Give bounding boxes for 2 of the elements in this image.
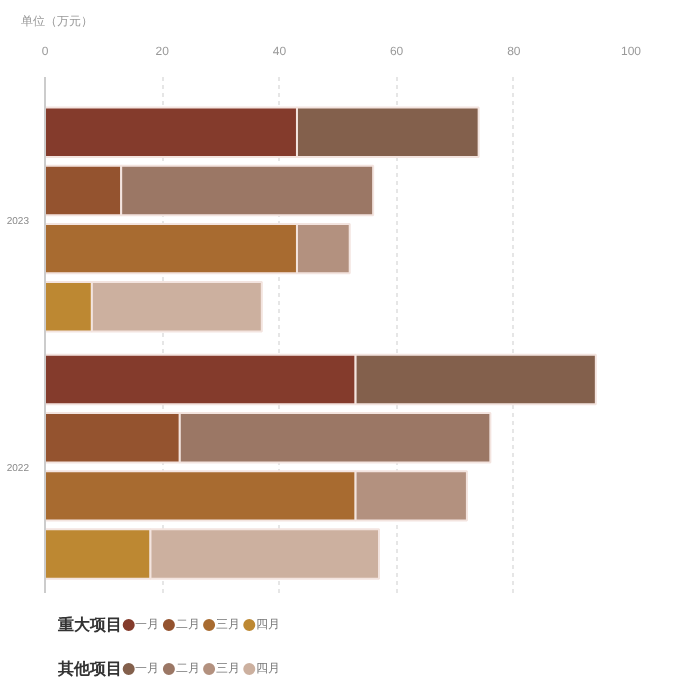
legend-label: 重大项目 [56, 616, 123, 634]
legend-label: 其他项目 [56, 660, 123, 678]
